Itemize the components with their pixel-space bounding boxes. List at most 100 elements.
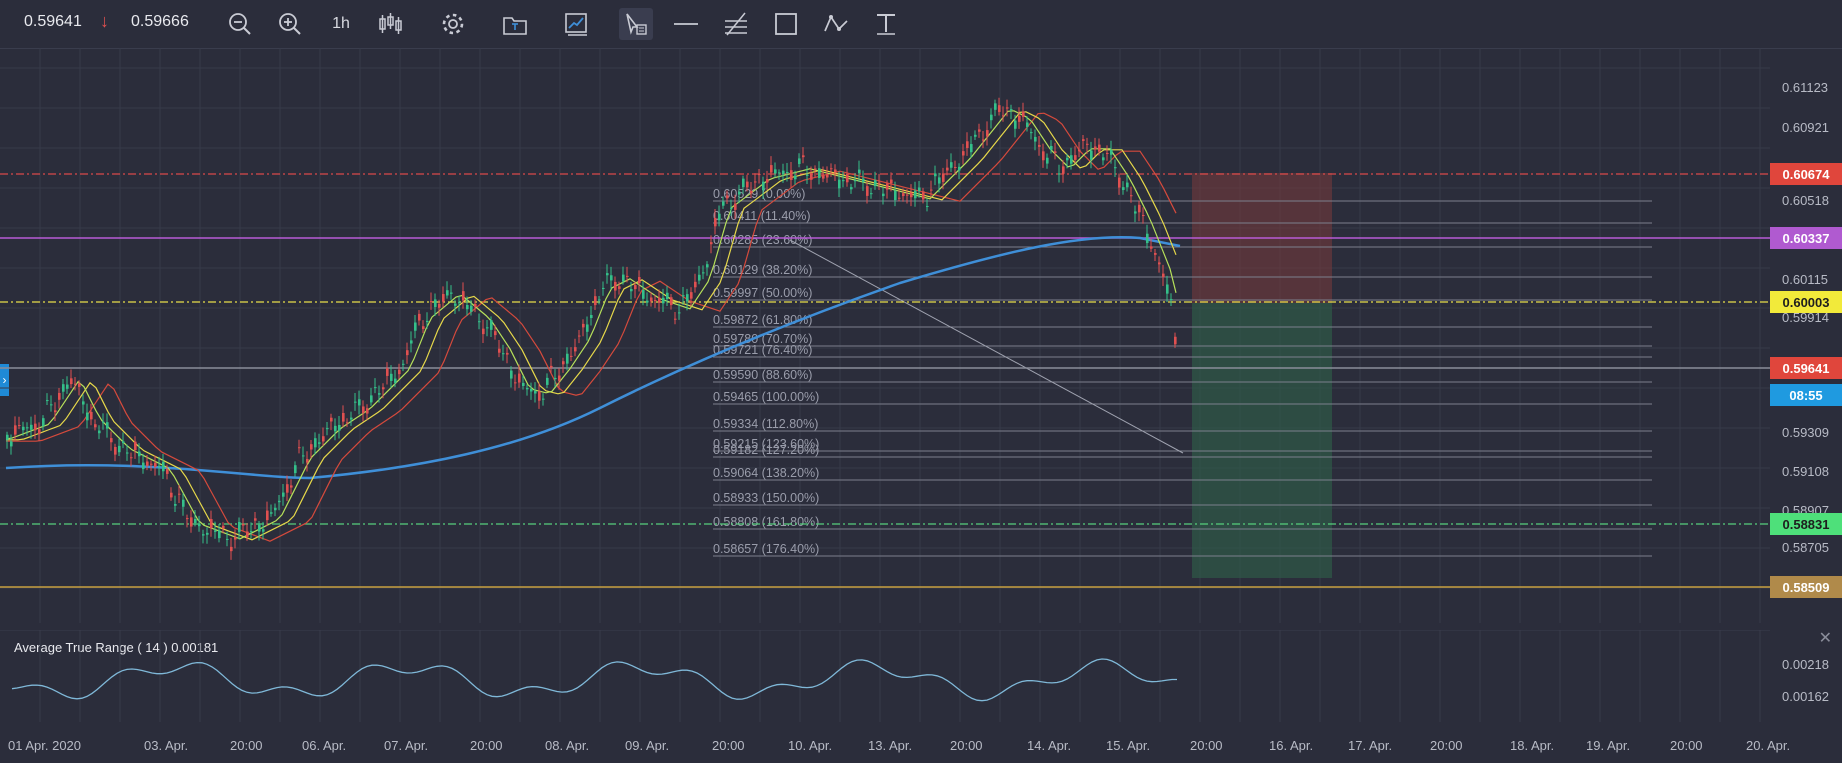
candle-body	[330, 417, 333, 422]
fib-trend-line[interactable]	[789, 239, 1184, 454]
candle-body	[146, 461, 149, 466]
candle-body	[1114, 167, 1117, 169]
cursor-tool-button[interactable]	[619, 8, 653, 40]
candle-body	[94, 424, 97, 428]
expand-panel-handle[interactable]: ›	[0, 364, 9, 396]
atr-line	[11, 658, 1177, 702]
text-tool[interactable]	[869, 8, 903, 40]
atr-chart[interactable]: 0.00218 0.00162	[0, 630, 1842, 725]
horizontal-levels[interactable]	[0, 173, 1770, 588]
candle-body	[1174, 336, 1177, 345]
ema-fast-line	[5, 110, 1177, 540]
candle-body	[186, 518, 189, 520]
zoom-in-icon	[279, 13, 301, 35]
cursor-icon	[626, 13, 647, 35]
candle-body	[1026, 122, 1029, 127]
candle-body	[1014, 120, 1017, 129]
candle-body	[950, 162, 953, 168]
horizontal-line-tool[interactable]	[669, 8, 703, 40]
candle-body	[62, 384, 65, 392]
candle-body	[322, 436, 325, 442]
candle-body	[762, 181, 765, 191]
candle-body	[558, 375, 561, 381]
candle-body	[246, 531, 249, 537]
candle-body	[58, 392, 61, 400]
chart-type-button[interactable]	[373, 8, 407, 40]
candle-body	[566, 353, 569, 364]
candle-body	[90, 411, 93, 420]
fib-level-label: 0.58657 (176.40%)	[713, 542, 819, 556]
timeframe-label: 1h	[332, 15, 350, 32]
channel-tool[interactable]	[719, 8, 753, 40]
time-tick: 15. Apr.	[1106, 738, 1150, 753]
price-level-label: 0.58509	[1783, 580, 1830, 595]
time-tick: 20:00	[1430, 738, 1463, 753]
candle-body	[522, 382, 525, 387]
candle-body	[902, 193, 905, 197]
candle-body	[718, 213, 721, 221]
candle-body	[366, 408, 369, 414]
candle-body	[722, 201, 725, 206]
candle-body	[874, 180, 877, 187]
take-profit-zone[interactable]	[1192, 303, 1332, 578]
candle-body	[134, 441, 137, 451]
bid-price: 0.59641	[24, 13, 82, 30]
candle-body	[418, 313, 421, 321]
candle-body	[14, 425, 17, 435]
candle-body	[138, 451, 141, 457]
time-tick: 17. Apr.	[1348, 738, 1392, 753]
candle-body	[34, 423, 37, 431]
fib-level-label: 0.59780 (70.70%)	[713, 332, 812, 346]
candle-body	[1130, 195, 1133, 197]
candle-body	[622, 274, 625, 282]
candle-body	[862, 178, 865, 182]
candles-icon	[379, 13, 402, 34]
candle-body	[906, 194, 909, 196]
candle-body	[274, 507, 277, 511]
candle-body	[670, 297, 673, 306]
time-tick: 01 Apr. 2020	[8, 738, 81, 753]
price-tick: 0.59914	[1782, 310, 1829, 325]
candle-body	[578, 335, 581, 337]
fibonacci-extension[interactable]: 0.60529 (0.00%) 0.60411 (11.40%) 0.60285 (…	[713, 187, 1652, 557]
candle-body	[402, 363, 405, 365]
price-level-badge	[1770, 227, 1842, 249]
candle-body	[78, 383, 81, 387]
candle-body	[118, 445, 121, 453]
candle-body	[830, 168, 833, 170]
candle-body	[710, 242, 713, 245]
candle-body	[518, 373, 521, 383]
candle-body	[694, 281, 697, 288]
path-tool[interactable]	[819, 8, 853, 40]
zoom-in-button[interactable]	[273, 8, 307, 40]
candle-body	[1054, 151, 1057, 153]
time-tick: 09. Apr.	[625, 738, 669, 753]
templates-button[interactable]	[498, 8, 532, 40]
settings-button[interactable]	[436, 8, 470, 40]
rectangle-tool[interactable]	[769, 8, 803, 40]
ema-mid-line	[6, 111, 1177, 541]
close-icon[interactable]: ✕	[1818, 630, 1832, 647]
candle-body	[182, 499, 185, 507]
zoom-out-button[interactable]	[223, 8, 257, 40]
indicators-button[interactable]	[559, 8, 593, 40]
candle-body	[254, 518, 257, 521]
candle-body	[294, 465, 297, 474]
candle-body	[502, 353, 505, 355]
candle-body	[102, 421, 105, 423]
candle-body	[362, 406, 365, 414]
timeframe-button[interactable]: 1h	[324, 8, 358, 40]
candle-body	[782, 170, 785, 175]
candle-body	[506, 352, 509, 355]
candle-body	[174, 504, 177, 506]
candle-body	[1166, 284, 1169, 294]
price-chart[interactable]: 0.60529 (0.00%) 0.60411 (11.40%) 0.60285 (…	[0, 48, 1842, 628]
candle-body	[606, 273, 609, 276]
candle-body	[894, 190, 897, 201]
candle-body	[854, 180, 857, 182]
price-level-badge	[1770, 576, 1842, 598]
candle-body	[538, 391, 541, 401]
candle-body	[310, 444, 313, 450]
fib-level-label: 0.59334 (112.80%)	[713, 417, 818, 431]
candle-body	[754, 181, 757, 183]
